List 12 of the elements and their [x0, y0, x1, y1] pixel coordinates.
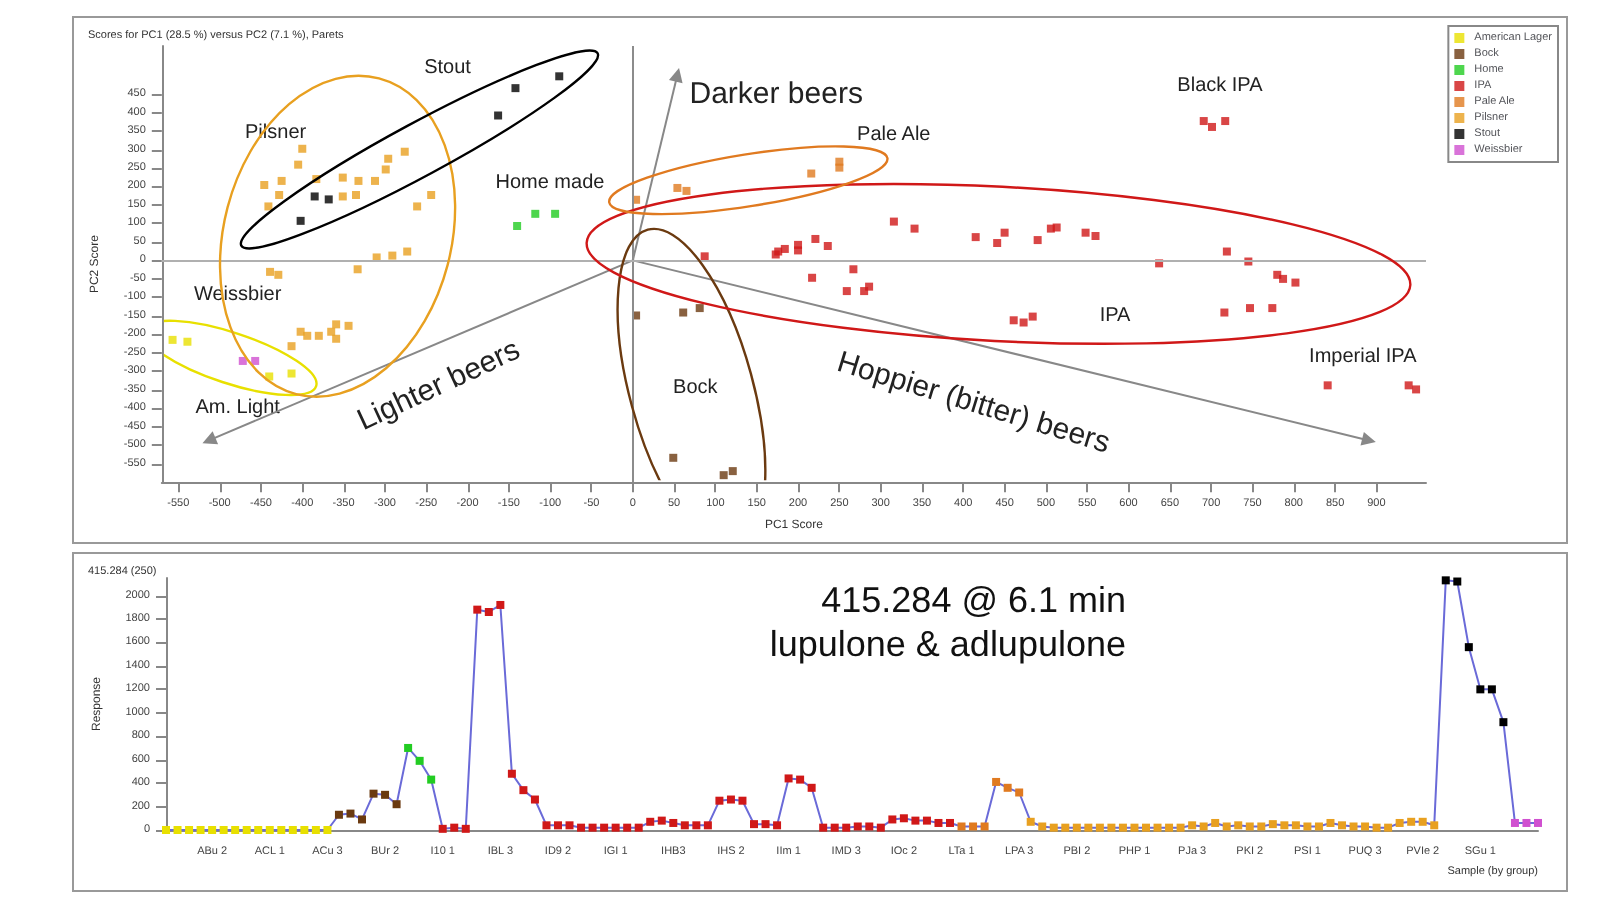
annotation: lupulone & adlupulone — [769, 624, 1126, 664]
annotation: 415.284 @ 6.1 min — [821, 580, 1127, 620]
annotation: Bock — [673, 376, 720, 399]
annotation: Darker beers — [689, 76, 863, 111]
annotation: Hoppier (bitter) beers — [833, 345, 1114, 461]
annotation: Pale Ale — [857, 124, 932, 147]
annotation: Black IPA — [1177, 75, 1264, 98]
annotation: Imperial IPA — [1309, 346, 1418, 369]
annotation: Am. Light — [195, 397, 281, 420]
annotation: Stout — [424, 56, 472, 79]
annotation: Home made — [495, 171, 606, 194]
annotation: IPA — [1099, 304, 1132, 327]
